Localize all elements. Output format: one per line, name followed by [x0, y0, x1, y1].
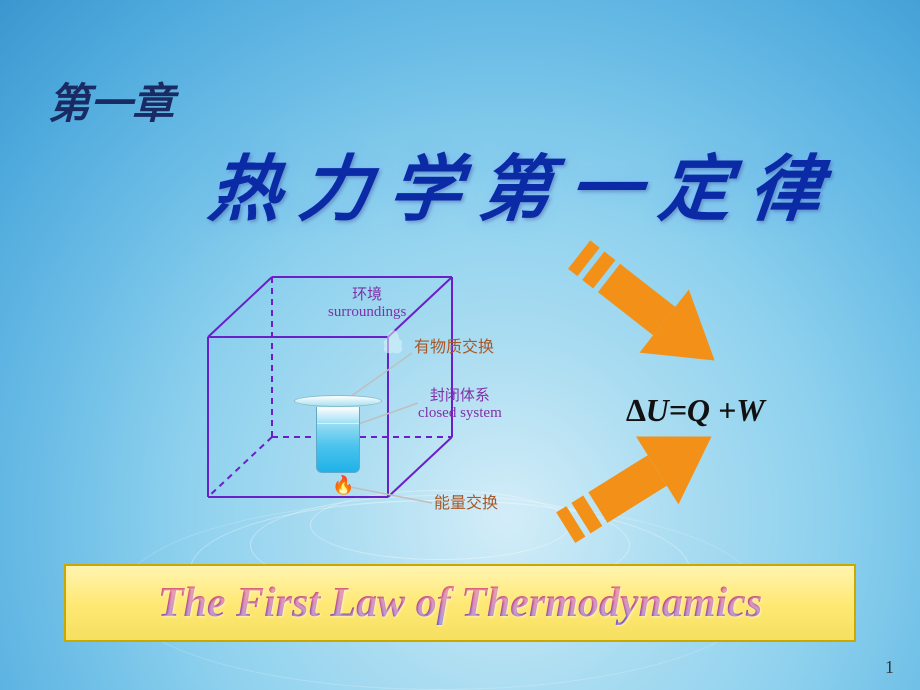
label-matter-exchange: 有物质交换: [414, 339, 494, 357]
label-closed-cn: 封闭体系: [430, 388, 490, 404]
label-closed-en: closed system: [418, 405, 502, 421]
label-env-cn: 环境: [352, 287, 382, 303]
formula-text: ∆U=Q +W: [626, 392, 765, 429]
label-env-en: surroundings: [328, 304, 406, 320]
label-closed-system: 封闭体系 closed system: [418, 388, 502, 423]
label-environment: 环境 surroundings: [328, 287, 406, 322]
banner-title-en: The First Law of Thermodynamics: [158, 579, 762, 627]
flame-icon: 🔥: [332, 475, 354, 496]
main-title-zh: 热力学第一定律: [204, 130, 845, 235]
chapter-label: 第一章: [48, 70, 174, 131]
label-energy-exchange: 能量交换: [434, 495, 498, 513]
arrow-top-icon: [542, 207, 758, 412]
title-banner: The First Law of Thermodynamics: [64, 564, 856, 642]
system-diagram: 🔥 环境 surroundings 有物质交换 封闭体系 closed syst…: [200, 275, 520, 555]
flower-icon: [380, 330, 406, 356]
page-number: 1: [885, 657, 894, 678]
beaker-icon: [308, 395, 368, 475]
